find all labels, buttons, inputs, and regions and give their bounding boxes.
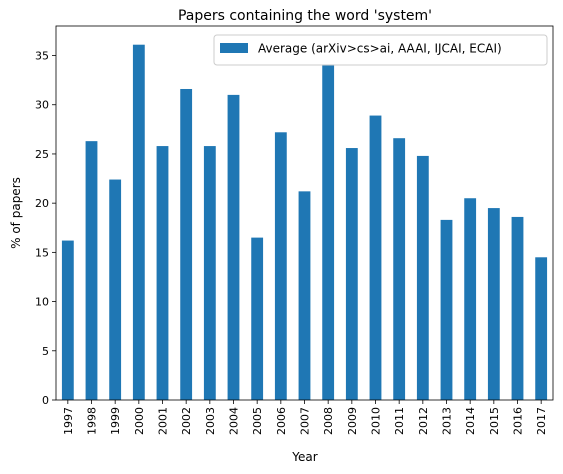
x-tick-label: 2014 bbox=[464, 407, 477, 435]
legend-label: Average (arXiv>cs>ai, AAAI, IJCAI, ECAI) bbox=[258, 42, 502, 56]
bar-2000 bbox=[133, 45, 145, 400]
x-tick-label: 2006 bbox=[275, 407, 288, 435]
x-tick-label: 2017 bbox=[535, 407, 548, 435]
bar-2006 bbox=[275, 132, 287, 400]
bar-2010 bbox=[370, 116, 382, 400]
bar-2014 bbox=[464, 198, 476, 400]
bar-2008 bbox=[322, 64, 334, 400]
x-tick-label: 2010 bbox=[370, 407, 383, 435]
bar-2017 bbox=[535, 257, 547, 400]
y-axis-label: % of papers bbox=[9, 177, 23, 249]
bar-2003 bbox=[204, 146, 216, 400]
x-tick-label: 2007 bbox=[299, 407, 312, 435]
x-tick-label: 2005 bbox=[251, 407, 264, 435]
bar-2002 bbox=[180, 89, 192, 400]
bar-2013 bbox=[441, 220, 453, 400]
y-tick-label: 0 bbox=[42, 394, 49, 407]
y-tick-label: 35 bbox=[35, 50, 49, 63]
x-axis-label: Year bbox=[291, 450, 317, 464]
bar-2011 bbox=[393, 138, 405, 400]
bar-1998 bbox=[86, 141, 98, 400]
bar-2004 bbox=[228, 95, 240, 400]
x-tick-label: 2003 bbox=[204, 407, 217, 435]
y-axis: 0 5 10 15 20 25 30 35 bbox=[35, 50, 56, 407]
bar-1999 bbox=[109, 180, 121, 400]
y-tick-label: 25 bbox=[35, 148, 49, 161]
x-tick-label: 2000 bbox=[133, 407, 146, 435]
bar-2001 bbox=[157, 146, 169, 400]
x-axis: 1997 1998 1999 2000 2001 2002 2003 2004 2005 2006… bbox=[62, 400, 548, 435]
bar-2016 bbox=[512, 217, 524, 400]
y-tick-label: 10 bbox=[35, 296, 49, 309]
x-tick-label: 2016 bbox=[512, 407, 525, 435]
bars-group bbox=[62, 45, 547, 400]
x-tick-label: 2012 bbox=[417, 407, 430, 435]
chart-title: Papers containing the word 'system' bbox=[178, 8, 432, 24]
y-tick-label: 30 bbox=[35, 99, 49, 112]
x-tick-label: 2008 bbox=[322, 407, 335, 435]
bar-2012 bbox=[417, 156, 429, 400]
x-tick-label: 2013 bbox=[441, 407, 454, 435]
x-tick-label: 1998 bbox=[86, 407, 99, 435]
x-tick-label: 2004 bbox=[228, 407, 241, 435]
legend: Average (arXiv>cs>ai, AAAI, IJCAI, ECAI) bbox=[214, 35, 547, 65]
bar-2015 bbox=[488, 208, 500, 400]
bar-2009 bbox=[346, 148, 358, 400]
x-tick-label: 1999 bbox=[109, 407, 122, 435]
y-tick-label: 5 bbox=[42, 345, 49, 358]
x-tick-label: 2002 bbox=[180, 407, 193, 435]
y-tick-label: 20 bbox=[35, 197, 49, 210]
x-tick-label: 2009 bbox=[346, 407, 359, 435]
bar-2007 bbox=[299, 191, 311, 400]
x-tick-label: 1997 bbox=[62, 407, 75, 435]
y-tick-label: 15 bbox=[35, 246, 49, 259]
x-tick-label: 2001 bbox=[157, 407, 170, 435]
x-tick-label: 2011 bbox=[393, 407, 406, 435]
bar-1997 bbox=[62, 241, 74, 400]
x-tick-label: 2015 bbox=[488, 407, 501, 435]
bar-2005 bbox=[251, 238, 263, 400]
legend-swatch bbox=[220, 43, 248, 53]
